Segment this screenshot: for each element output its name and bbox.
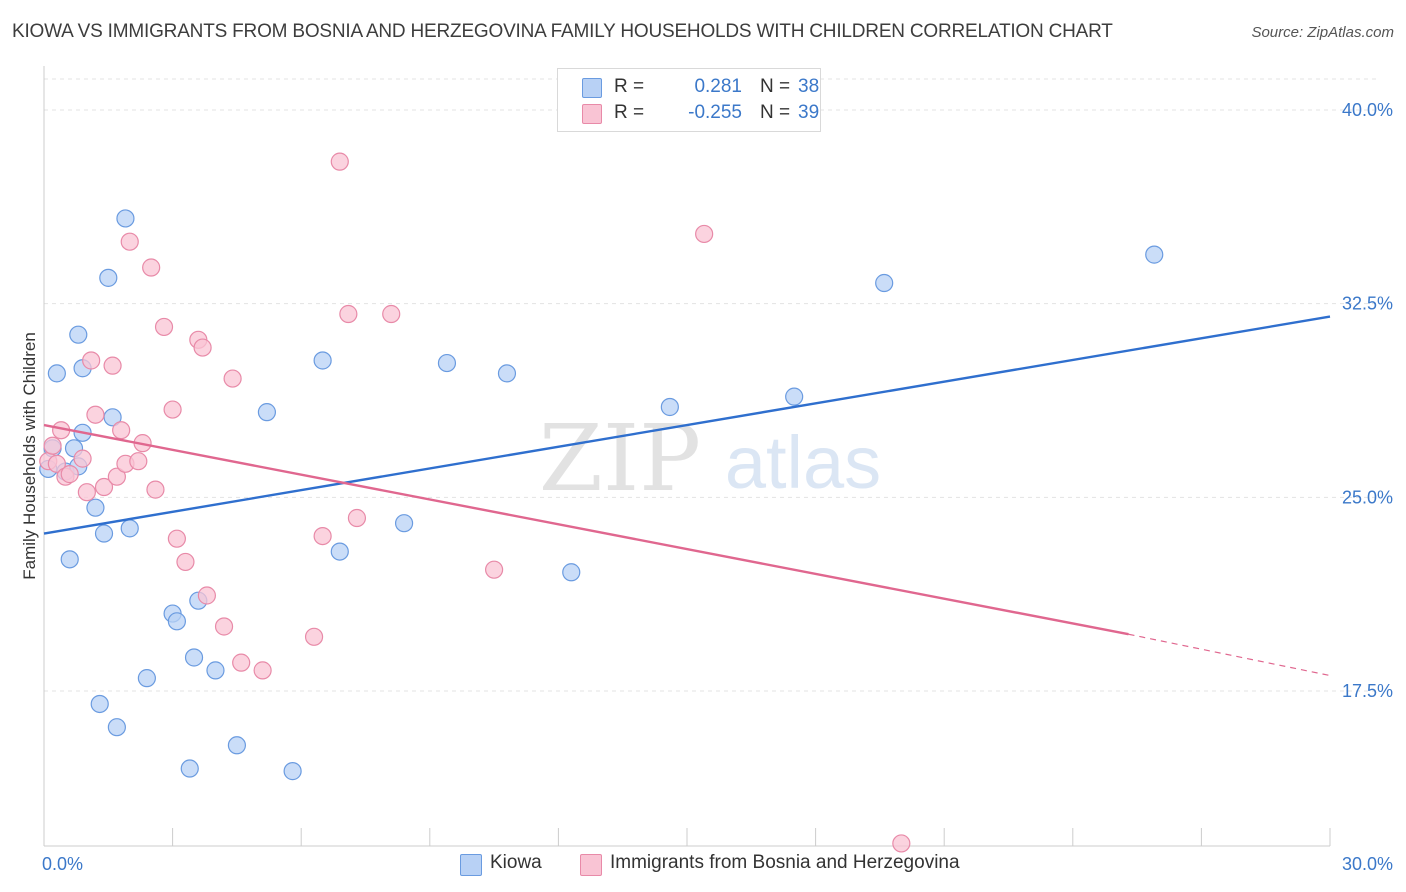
correlation-legend: R = 0.281 N = 38 R = -0.255 N = 39	[557, 68, 821, 132]
y-axis-label: Family Households with Children	[20, 332, 39, 580]
watermark-zip: ZIP	[539, 405, 701, 512]
kiowa-point	[69, 325, 88, 344]
kiowa-point	[875, 273, 894, 293]
kiowa-point	[107, 718, 126, 737]
kiowa-point	[137, 669, 156, 688]
kiowa-point	[184, 648, 204, 667]
series-label-kiowa: Kiowa	[490, 852, 542, 873]
series-legend: Kiowa Immigrants from Bosnia and Herzego…	[0, 852, 1406, 878]
bosnia-trend-line-extension	[1128, 633, 1331, 677]
kiowa-point	[394, 514, 414, 533]
series-swatch-kiowa	[460, 854, 482, 876]
bosnia-point	[60, 465, 79, 484]
y-tick-label: 25.0%	[1342, 487, 1393, 507]
bosnia-point	[339, 304, 358, 324]
legend-swatch-bosnia	[582, 104, 602, 124]
legend-r-label: R =	[614, 76, 645, 97]
kiowa-point	[497, 364, 517, 383]
kiowa-point	[257, 403, 277, 422]
bosnia-point	[103, 356, 122, 375]
bosnia-point	[82, 351, 101, 370]
legend-n-value: 39	[798, 102, 820, 123]
bosnia-point	[86, 405, 105, 424]
bosnia-point	[43, 436, 62, 455]
y-tick-label: 17.5%	[1342, 681, 1393, 701]
legend-r-value: 0.281	[694, 76, 742, 97]
kiowa-point	[313, 351, 332, 370]
bosnia-point	[892, 834, 911, 853]
grid-layer	[44, 78, 1380, 692]
series-swatch-bosnia	[580, 854, 602, 876]
kiowa-point	[167, 612, 186, 631]
kiowa-point	[99, 268, 118, 287]
legend-n-value: 38	[798, 76, 820, 97]
bosnia-trend-line	[43, 423, 1129, 636]
legend-n-label: N =	[760, 102, 791, 123]
bosnia-point	[73, 449, 92, 468]
bosnia-point	[232, 653, 251, 672]
bosnia-point	[695, 224, 714, 244]
kiowa-point	[90, 694, 109, 714]
bosnia-point	[176, 552, 195, 572]
bosnia-point	[167, 529, 186, 548]
bosnia-point	[485, 560, 504, 579]
legend-n-label: N =	[760, 76, 791, 97]
bosnia-point	[193, 338, 212, 357]
kiowa-point	[86, 498, 105, 517]
kiowa-point	[206, 661, 225, 680]
bosnia-point	[223, 369, 242, 388]
kiowa-point	[227, 736, 246, 755]
bosnia-point	[304, 627, 324, 646]
bosnia-point	[154, 317, 174, 337]
kiowa-point	[47, 364, 66, 383]
tick-labels-layer: 17.5% 25.0% 32.5% 40.0% 0.0% 30.0%	[42, 100, 1393, 874]
x-tick-label: 30.0%	[1342, 854, 1393, 874]
bosnia-point	[142, 258, 161, 277]
kiowa-point	[116, 209, 135, 228]
bosnia-point	[112, 421, 131, 440]
bosnia-point	[47, 454, 66, 473]
bosnia-point	[214, 617, 234, 636]
legend-swatch-kiowa	[582, 78, 602, 98]
legend-r-value: -0.255	[688, 102, 742, 123]
kiowa-point	[283, 762, 302, 781]
bosnia-point	[197, 586, 216, 605]
y-tick-label: 32.5%	[1342, 294, 1393, 314]
x-tick-label: 0.0%	[42, 854, 83, 874]
kiowa-point	[94, 524, 114, 543]
bosnia-point	[77, 483, 96, 502]
bosnia-point	[146, 480, 165, 499]
bosnia-point	[120, 232, 139, 251]
bosnia-point	[253, 661, 272, 680]
bosnia-point	[107, 467, 126, 486]
y-tick-label: 40.0%	[1342, 100, 1393, 120]
kiowa-point	[120, 519, 139, 538]
kiowa-point	[562, 563, 581, 582]
bosnia-point	[129, 452, 148, 471]
series-label-bosnia: Immigrants from Bosnia and Herzegovina	[610, 852, 960, 873]
bosnia-point	[313, 527, 332, 546]
bosnia-point	[330, 152, 349, 171]
bosnia-point	[163, 400, 182, 419]
kiowa-point	[330, 542, 349, 561]
watermark: ZIP atlas	[539, 405, 881, 512]
bosnia-point	[347, 508, 367, 528]
trend-lines-layer	[43, 315, 1331, 677]
kiowa-point	[180, 759, 199, 778]
bosnia-point	[382, 304, 401, 324]
bosnia-point	[94, 477, 114, 497]
kiowa-point	[785, 387, 804, 406]
kiowa-trend-line	[43, 315, 1331, 535]
kiowa-point	[437, 353, 457, 373]
kiowa-point	[1145, 245, 1164, 264]
kiowa-point	[660, 397, 679, 417]
legend-r-label: R =	[614, 102, 645, 123]
points-layer	[39, 152, 1164, 853]
chart-title: KIOWA VS IMMIGRANTS FROM BOSNIA AND HERZ…	[12, 21, 1113, 42]
chart-source: Source: ZipAtlas.com	[1251, 24, 1394, 41]
watermark-atlas: atlas	[725, 421, 881, 504]
kiowa-point	[60, 550, 79, 569]
